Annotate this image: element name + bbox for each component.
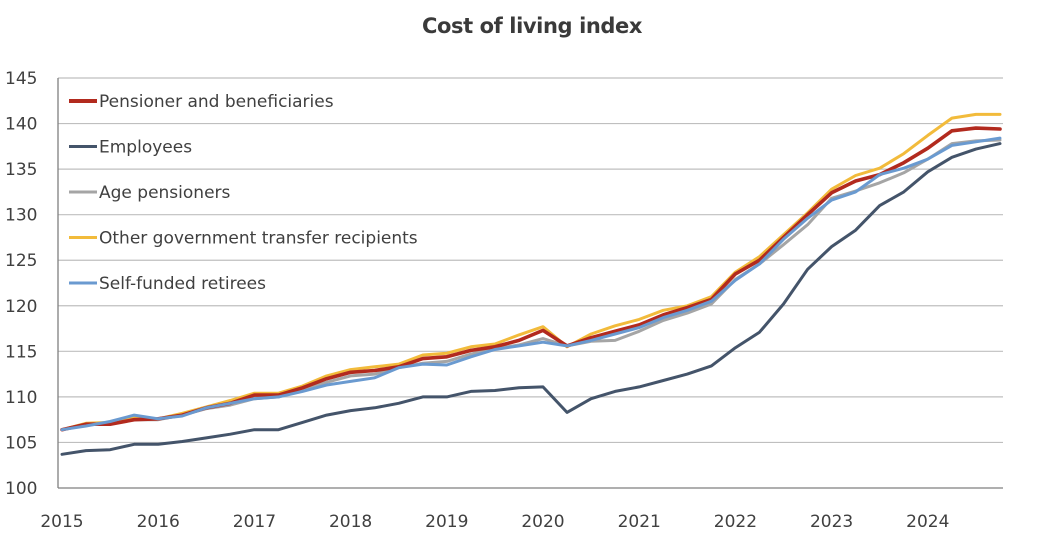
series-line-employees bbox=[60, 142, 1002, 456]
legend-item: Other government transfer recipients bbox=[69, 229, 418, 249]
x-tick-label: 2019 bbox=[425, 512, 468, 532]
y-tick-label: 135 bbox=[5, 160, 37, 180]
x-tick-labels: 2015 2016 2017 2018 2019 2020 2021 2022 2023 2024 bbox=[40, 512, 949, 532]
x-tick-label: 2021 bbox=[618, 512, 661, 532]
y-tick-label: 115 bbox=[5, 342, 37, 362]
legend: Pensioner and beneficiaries Employees Age … bbox=[69, 92, 418, 294]
x-tick-label: 2017 bbox=[233, 512, 276, 532]
legend-item: Pensioner and beneficiaries bbox=[69, 92, 334, 112]
legend-item: Age pensioners bbox=[69, 183, 231, 203]
legend-label: Other government transfer recipients bbox=[99, 229, 418, 249]
y-tick-label: 130 bbox=[5, 206, 37, 226]
y-tick-label: 110 bbox=[5, 388, 37, 408]
legend-label: Self-funded retirees bbox=[99, 274, 266, 294]
gridlines bbox=[58, 77, 1003, 444]
x-tick-label: 2022 bbox=[714, 512, 757, 532]
legend-item: Self-funded retirees bbox=[69, 274, 266, 294]
x-tick-label: 2016 bbox=[137, 512, 180, 532]
x-tick-label: 2020 bbox=[521, 512, 564, 532]
y-tick-label: 100 bbox=[5, 479, 37, 499]
chart-title: Cost of living index bbox=[421, 14, 643, 38]
y-tick-label: 105 bbox=[5, 433, 37, 453]
legend-label: Pensioner and beneficiaries bbox=[99, 92, 334, 112]
series-line-other-government-transfer-recipients bbox=[60, 112, 1002, 432]
y-tick-label: 125 bbox=[5, 251, 37, 271]
x-tick-label: 2023 bbox=[810, 512, 853, 532]
y-tick-label: 145 bbox=[5, 69, 37, 89]
axes bbox=[57, 78, 1003, 489]
x-tick-label: 2024 bbox=[906, 512, 949, 532]
legend-label: Employees bbox=[99, 138, 192, 158]
legend-label: Age pensioners bbox=[99, 183, 231, 203]
legend-item: Employees bbox=[69, 138, 192, 158]
y-tick-label: 120 bbox=[5, 297, 37, 317]
x-tick-label: 2015 bbox=[40, 512, 83, 532]
series-lines bbox=[60, 112, 1002, 456]
x-tick-label: 2018 bbox=[329, 512, 372, 532]
y-tick-label: 140 bbox=[5, 115, 37, 135]
y-tick-labels: 100 105 110 115 120 125 130 135 140 145 bbox=[5, 69, 37, 499]
series-line-self-funded-retirees bbox=[60, 136, 1002, 432]
